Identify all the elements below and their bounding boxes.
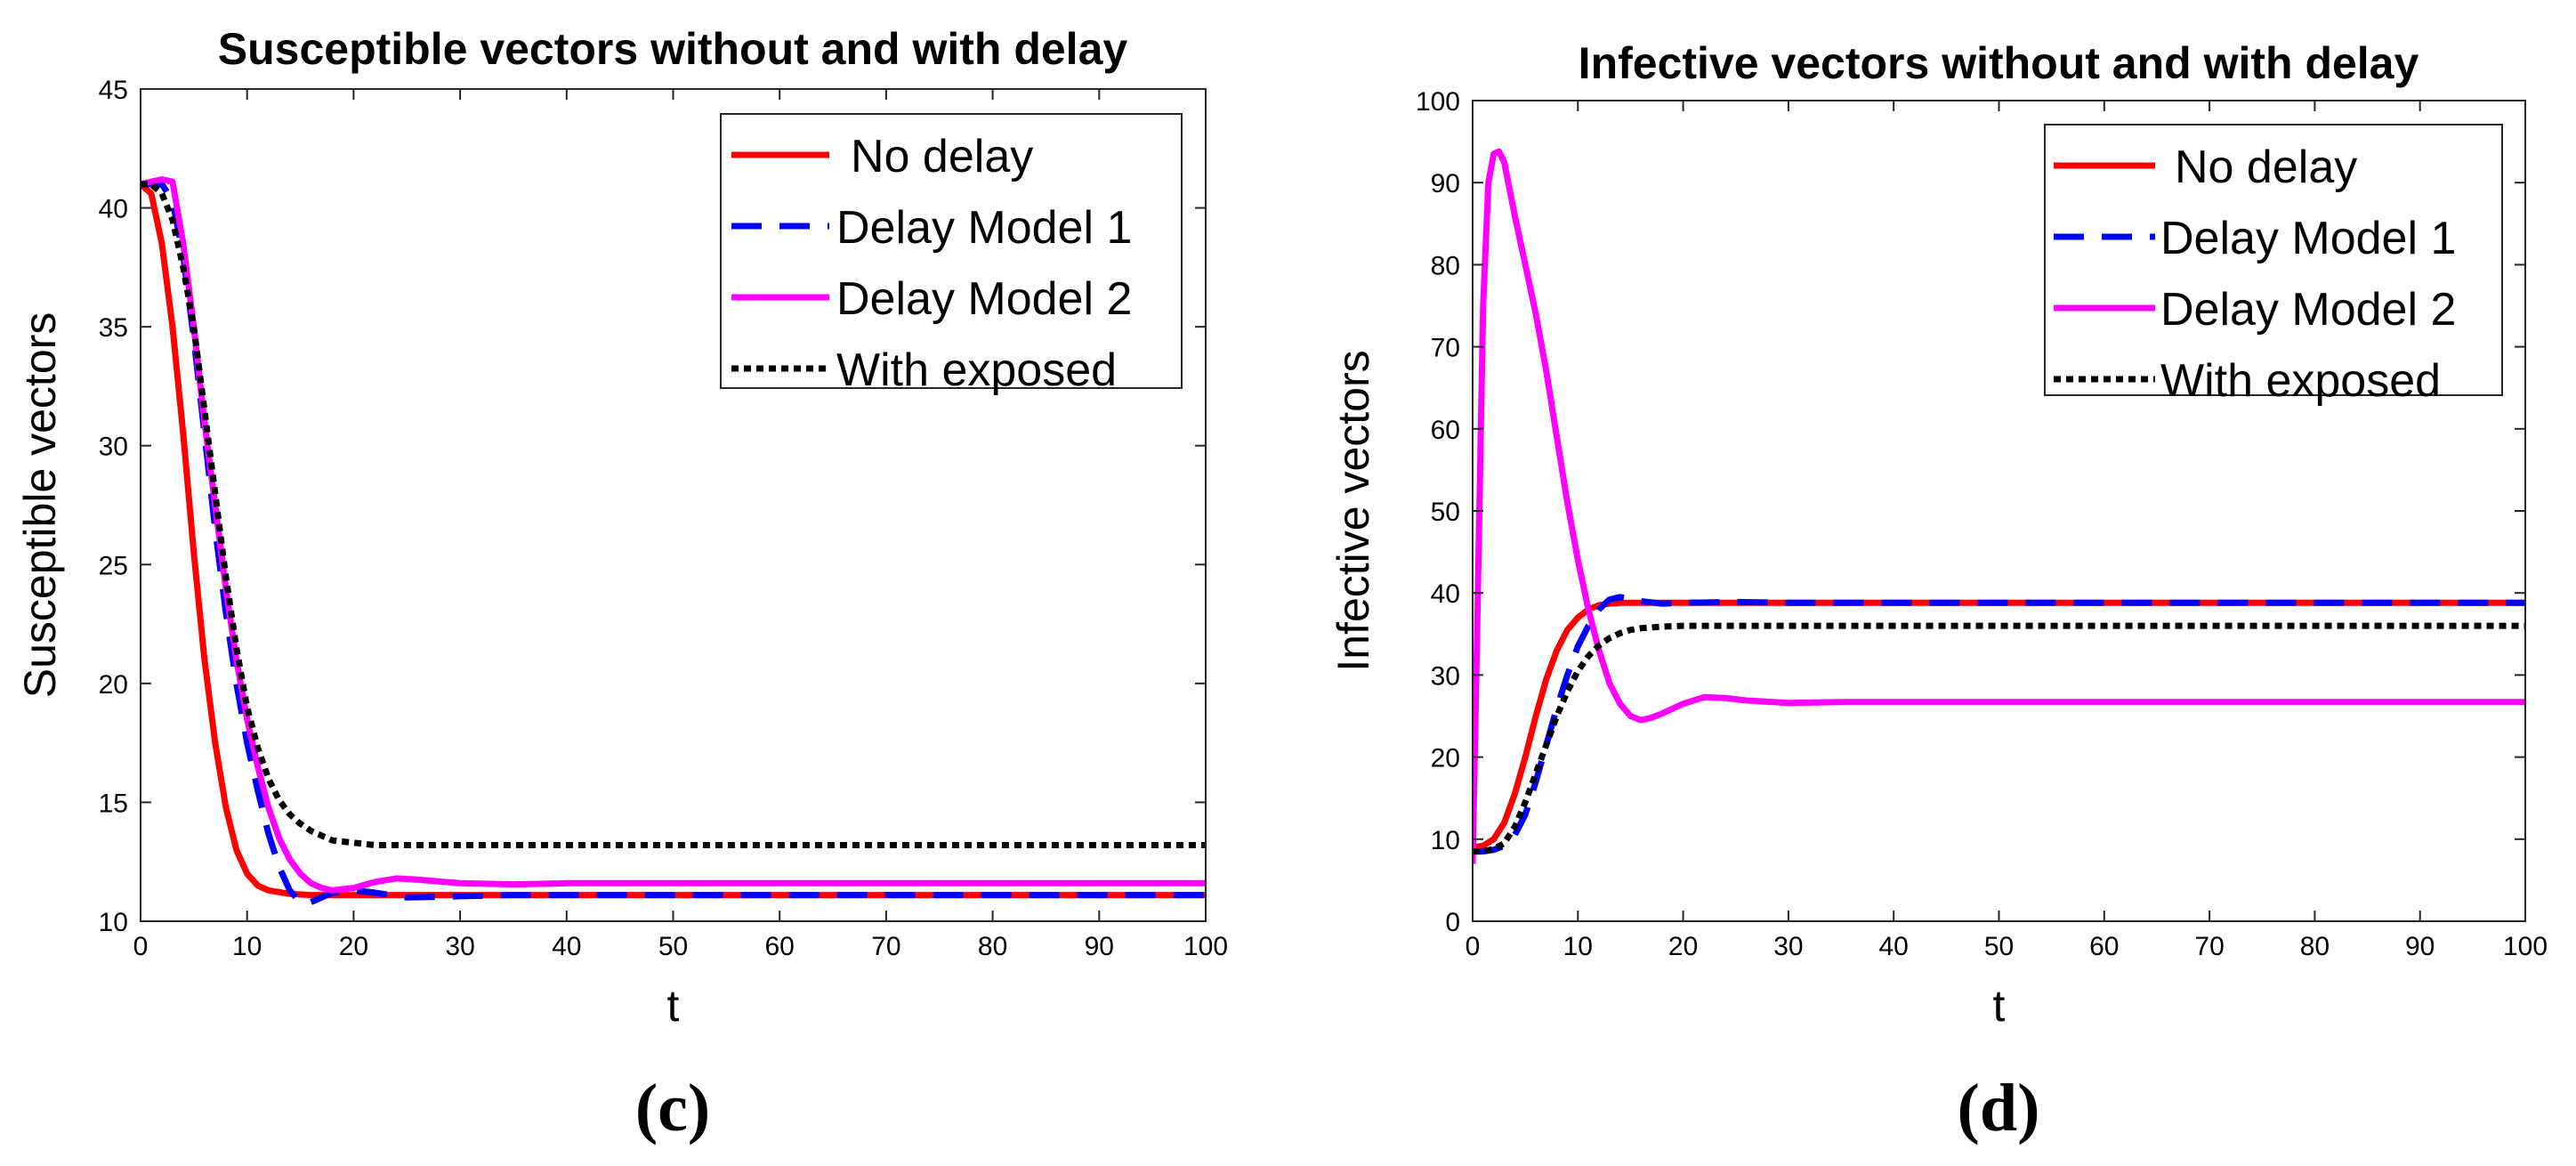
x-tick-label: 60 xyxy=(765,932,795,961)
legend-label: Delay Model 1 xyxy=(836,202,1132,254)
series-line-delay-model-2 xyxy=(1473,148,2525,864)
legend-label: Delay Model 1 xyxy=(2160,213,2456,264)
x-tick-label: 10 xyxy=(1563,932,1593,961)
x-tick-label: 70 xyxy=(2194,932,2224,961)
y-tick-label: 30 xyxy=(1431,661,1460,691)
panel-label: (c) xyxy=(635,1071,710,1146)
x-tick-label: 80 xyxy=(978,932,1007,961)
x-tick-label: 0 xyxy=(133,932,149,961)
legend-label: Delay Model 2 xyxy=(2160,284,2456,336)
legend: No delay Delay Model 1 Delay Model 2 With e… xyxy=(2044,124,2503,407)
y-tick-label: 20 xyxy=(1431,744,1460,773)
x-tick-label: 90 xyxy=(2405,932,2435,961)
legend-label: Delay Model 2 xyxy=(836,273,1132,325)
x-tick-label: 50 xyxy=(1984,932,2014,961)
legend-label: With exposed xyxy=(2160,355,2441,407)
x-tick-label: 10 xyxy=(232,932,262,961)
legend-label: No delay xyxy=(2175,142,2357,193)
series-group xyxy=(141,176,1206,906)
y-tick-label: 35 xyxy=(99,313,128,343)
x-tick-label: 20 xyxy=(1668,932,1698,961)
y-tick-label: 0 xyxy=(1445,908,1460,937)
series-group xyxy=(1473,148,2525,864)
y-tick-label: 100 xyxy=(1416,87,1460,117)
chart-title: Susceptible vectors without and with del… xyxy=(218,24,1128,74)
y-tick-label: 30 xyxy=(99,433,128,462)
y-tick-label: 50 xyxy=(1431,498,1460,527)
y-axis-label: Infective vectors xyxy=(1328,350,1378,671)
series-line-with-exposed xyxy=(1473,622,2525,855)
y-tick-label: 90 xyxy=(1431,169,1460,198)
x-tick-label: 80 xyxy=(2300,932,2330,961)
x-tick-label: 50 xyxy=(658,932,688,961)
panel-label: (d) xyxy=(1958,1071,2040,1146)
y-tick-label: 40 xyxy=(99,195,128,224)
x-axis-label: t xyxy=(1993,981,2006,1031)
x-tick-label: 40 xyxy=(552,932,581,961)
legend-box xyxy=(720,113,1183,389)
y-tick-label: 70 xyxy=(1431,334,1460,363)
x-tick-label: 20 xyxy=(339,932,368,961)
y-tick-label: 10 xyxy=(99,908,128,937)
y-tick-label: 20 xyxy=(99,670,128,700)
x-tick-label: 100 xyxy=(1183,932,1228,961)
series-line-delay-model-1 xyxy=(141,181,1206,906)
x-tick-label: 90 xyxy=(1085,932,1114,961)
x-tick-label: 30 xyxy=(445,932,474,961)
legend: No delay Delay Model 1 Delay Model 2 With e… xyxy=(720,113,1183,396)
legend-label: With exposed xyxy=(836,344,1117,396)
y-tick-label: 80 xyxy=(1431,251,1460,280)
chart-infective-vectors: 0 10 20 30 40 50 60 70 80 90 100 0 10 20 30 40 50 60 70 80 9… xyxy=(1328,38,2548,1146)
legend-box xyxy=(2044,124,2503,396)
y-tick-label: 15 xyxy=(99,789,128,818)
y-tick-label: 45 xyxy=(99,76,128,105)
chart-title: Infective vectors without and with delay xyxy=(1579,38,2419,88)
x-tick-label: 70 xyxy=(871,932,900,961)
chart-susceptible-vectors: 0 10 20 30 40 50 60 70 80 90 1001015202530354045Su… xyxy=(15,24,1228,1146)
series-line-no-delay xyxy=(141,182,1206,899)
y-tick-label: 60 xyxy=(1431,416,1460,445)
legend-label: No delay xyxy=(851,131,1033,182)
x-tick-label: 100 xyxy=(2503,932,2548,961)
y-tick-label: 25 xyxy=(99,551,128,580)
x-axis-label: t xyxy=(667,981,680,1031)
x-tick-label: 60 xyxy=(2089,932,2119,961)
x-tick-label: 40 xyxy=(1879,932,1909,961)
y-tick-label: 10 xyxy=(1431,826,1460,855)
series-line-delay-model-1 xyxy=(1473,594,2525,855)
series-line-delay-model-2 xyxy=(141,176,1206,894)
x-tick-label: 30 xyxy=(1773,932,1803,961)
y-axis-label: Susceptible vectors xyxy=(15,312,65,699)
series-line-with-exposed xyxy=(141,181,1206,848)
y-tick-label: 40 xyxy=(1431,579,1460,609)
x-tick-label: 0 xyxy=(1466,932,1481,961)
